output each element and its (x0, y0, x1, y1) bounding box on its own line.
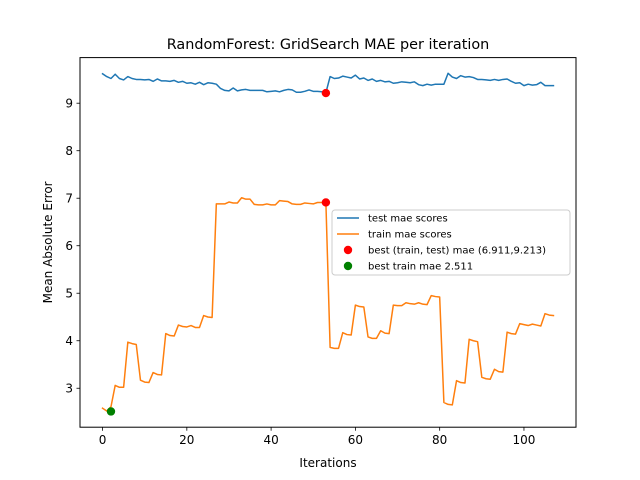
chart-title: RandomForest: GridSearch MAE per iterati… (167, 37, 490, 53)
best-train-test-point-1 (321, 88, 331, 98)
legend-swatch-dot (343, 245, 353, 255)
legend: test mae scores train mae scores best (tra… (331, 209, 571, 276)
series-line-train (101, 196, 555, 412)
x-tick-label: 40 (263, 433, 278, 447)
y-tick-label: 5 (65, 287, 73, 301)
x-axis-label: Iterations (299, 456, 356, 470)
x-tick-label: 80 (432, 433, 447, 447)
y-tick-label: 7 (65, 192, 73, 206)
x-axis: 0 20 40 60 80 100 (99, 427, 536, 447)
best-train-test-point-0 (321, 198, 331, 207)
x-tick-label: 0 (99, 433, 107, 447)
x-tick-label: 60 (348, 433, 363, 447)
legend-label: best (train, test) mae (6.911,9.213) (368, 246, 546, 257)
series-line-test (101, 72, 555, 94)
legend-label: best train mae 2.511 (368, 262, 473, 273)
legend-swatch-dot (343, 261, 353, 271)
legend-label: train mae scores (368, 230, 452, 241)
y-axis-label: Mean Absolute Error (41, 181, 55, 303)
y-tick-label: 4 (65, 334, 73, 348)
y-tick-label: 3 (65, 382, 73, 396)
y-tick-label: 6 (65, 239, 73, 253)
plot-marks (101, 72, 555, 416)
y-tick-label: 9 (65, 97, 73, 111)
legend-box (331, 209, 571, 276)
best-train-point-0 (106, 407, 116, 416)
y-axis: 3 4 5 6 7 8 9 (65, 97, 80, 396)
x-tick-label: 20 (179, 433, 194, 447)
legend-label: test mae scores (368, 214, 448, 225)
plot-frame (79, 57, 577, 428)
x-tick-label: 100 (513, 433, 536, 447)
y-tick-label: 8 (65, 144, 73, 158)
